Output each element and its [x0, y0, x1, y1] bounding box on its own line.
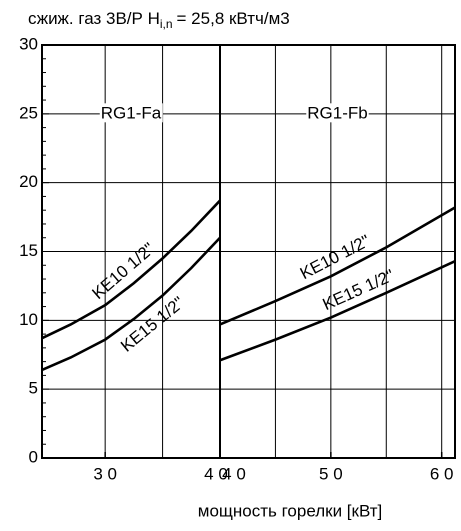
x-tick-label: 6 0 — [430, 464, 454, 483]
x-axis-label: мощность горелки [кВт] — [198, 501, 383, 520]
x-tick-label: 4 0 — [204, 464, 228, 483]
series-label: KE15 1/2" — [320, 266, 397, 314]
label-background — [99, 103, 163, 123]
chart-title: сжиж. газ 3В/Р Hi,n = 25,8 кВтч/м3 — [28, 9, 290, 31]
series-line — [219, 206, 456, 326]
label-background — [306, 103, 369, 123]
series-line — [41, 199, 221, 340]
series-line — [41, 236, 221, 372]
y-tick-label: 20 — [19, 172, 38, 191]
x-tick-label: 5 0 — [319, 464, 343, 483]
title-main: сжиж. газ 3В/Р H — [28, 9, 160, 28]
y-tick-label: 5 — [29, 379, 38, 398]
y-tick-label: 15 — [19, 241, 38, 260]
y-tick-label: 25 — [19, 103, 38, 122]
x-tick-label: 3 0 — [93, 464, 117, 483]
x-tick-label: 4 0 — [222, 464, 246, 483]
y-tick-label: 30 — [19, 34, 38, 53]
panel-label: RG1-Fa — [101, 103, 162, 122]
series-line — [219, 259, 456, 362]
title-subscript: i,n — [160, 17, 173, 31]
panel-frame — [219, 44, 456, 459]
y-tick-label: 0 — [29, 447, 38, 466]
title-rest: = 25,8 кВтч/м3 — [177, 9, 290, 28]
panel-label: RG1-Fb — [307, 103, 367, 122]
y-tick-label: 10 — [19, 310, 38, 329]
